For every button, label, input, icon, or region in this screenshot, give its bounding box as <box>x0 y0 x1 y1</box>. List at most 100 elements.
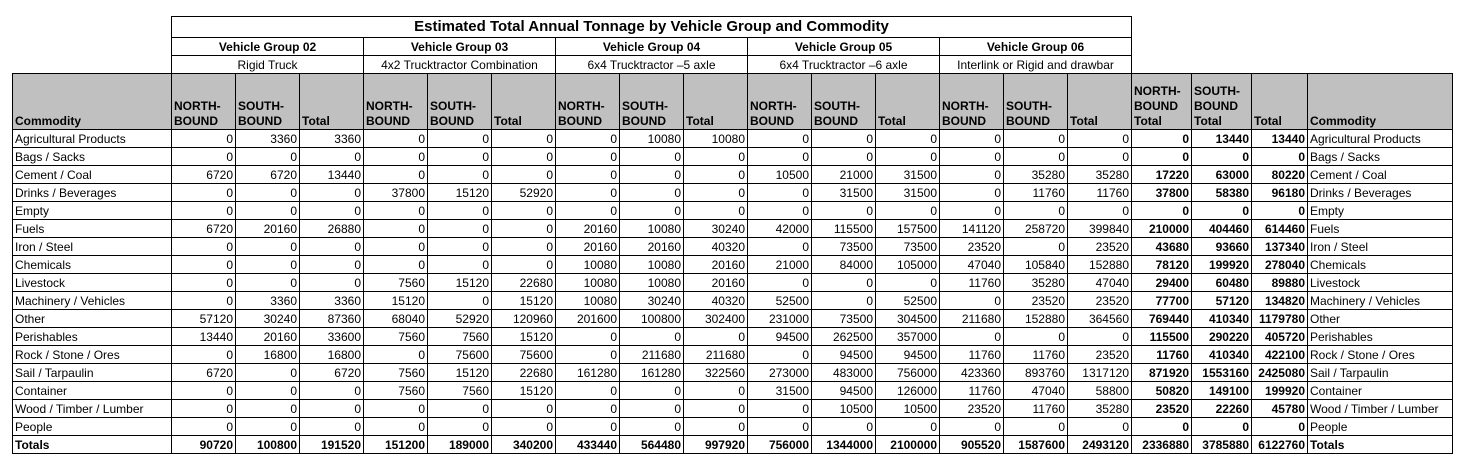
value-cell: 75600 <box>427 345 492 364</box>
value-cell: 93660 <box>1191 237 1252 256</box>
value-cell: 96180 <box>1251 183 1308 202</box>
commodity-right-cell: Rock / Stone / Ores <box>1307 345 1453 364</box>
value-cell: 22260 <box>1191 399 1252 418</box>
value-cell: 0 <box>1131 129 1192 148</box>
value-cell: 23520 <box>1003 291 1068 310</box>
value-cell: 35280 <box>1067 399 1132 418</box>
value-cell: 1317120 <box>1067 363 1132 382</box>
total-value-cell: 2493120 <box>1067 435 1132 454</box>
value-cell: 52500 <box>875 291 940 310</box>
value-cell: 0 <box>875 273 940 292</box>
value-cell: 0 <box>363 129 428 148</box>
commodity-cell: Sail / Tarpaulin <box>12 363 172 382</box>
value-cell: 258720 <box>1003 219 1068 238</box>
vg04-total-header: Total <box>683 73 748 130</box>
value-cell: 201600 <box>555 309 620 328</box>
value-cell: 23520 <box>1067 345 1132 364</box>
value-cell: 0 <box>939 417 1004 436</box>
commodity-cell: Container <box>12 381 172 400</box>
value-cell: 0 <box>171 399 236 418</box>
value-cell: 483000 <box>811 363 876 382</box>
value-cell: 0 <box>171 183 236 202</box>
value-cell: 0 <box>1131 201 1192 220</box>
value-cell: 30240 <box>235 309 300 328</box>
value-cell: 0 <box>939 165 1004 184</box>
value-cell: 0 <box>171 237 236 256</box>
value-cell: 302400 <box>683 309 748 328</box>
value-cell: 0 <box>939 327 1004 346</box>
value-cell: 15120 <box>427 363 492 382</box>
value-cell: 0 <box>299 399 364 418</box>
value-cell: 0 <box>299 147 364 166</box>
total-value-cell: 1587600 <box>1003 435 1068 454</box>
value-cell: 35280 <box>1003 165 1068 184</box>
value-cell: 0 <box>171 255 236 274</box>
table-row: Iron / Steel 0 0 0 0 0 0 20160 20160 40320 0 73500 7… <box>12 237 1453 256</box>
value-cell: 322560 <box>683 363 748 382</box>
value-cell: 0 <box>1003 237 1068 256</box>
value-cell: 7560 <box>363 381 428 400</box>
value-cell: 0 <box>1251 417 1308 436</box>
value-cell: 0 <box>235 201 300 220</box>
value-cell: 52920 <box>491 183 556 202</box>
value-cell: 893760 <box>1003 363 1068 382</box>
commodity-cell: Livestock <box>12 273 172 292</box>
value-cell: 0 <box>1067 147 1132 166</box>
value-cell: 0 <box>747 237 812 256</box>
value-cell: 58380 <box>1191 183 1252 202</box>
value-cell: 7560 <box>363 327 428 346</box>
commodity-right-cell: Empty <box>1307 201 1453 220</box>
value-cell: 40320 <box>683 291 748 310</box>
value-cell: 0 <box>1067 129 1132 148</box>
table-row: Other 57120 30240 87360 68040 52920 120960 2016… <box>12 309 1453 328</box>
value-cell: 0 <box>619 201 684 220</box>
value-cell: 10080 <box>555 273 620 292</box>
value-cell: 0 <box>363 399 428 418</box>
value-cell: 0 <box>427 237 492 256</box>
value-cell: 161280 <box>555 363 620 382</box>
value-cell: 1553160 <box>1191 363 1252 382</box>
value-cell: 0 <box>491 399 556 418</box>
value-cell: 614460 <box>1251 219 1308 238</box>
commodity-header: Commodity <box>12 73 172 130</box>
table-row: Rock / Stone / Ores 0 16800 16800 0 75600 7560… <box>12 345 1453 364</box>
value-cell: 2425080 <box>1251 363 1308 382</box>
value-cell: 0 <box>363 255 428 274</box>
value-cell: 23520 <box>1067 237 1132 256</box>
value-cell: 20160 <box>235 219 300 238</box>
value-cell: 13440 <box>171 327 236 346</box>
value-cell: 410340 <box>1191 345 1252 364</box>
value-cell: 115500 <box>1131 327 1192 346</box>
value-cell: 0 <box>875 129 940 148</box>
value-cell: 0 <box>747 273 812 292</box>
value-cell: 0 <box>1003 147 1068 166</box>
table-row: Wood / Timber / Lumber 0 0 0 0 0 0 0 0 0 0 10500 105… <box>12 399 1453 418</box>
total-value-cell: 997920 <box>683 435 748 454</box>
value-cell: 0 <box>1067 327 1132 346</box>
value-cell: 0 <box>171 381 236 400</box>
value-cell: 29400 <box>1131 273 1192 292</box>
commodity-cell: Perishables <box>12 327 172 346</box>
vehicle-group-06-desc: Interlink or Rigid and drawbar <box>939 55 1132 74</box>
value-cell: 10500 <box>747 165 812 184</box>
value-cell: 0 <box>683 327 748 346</box>
value-cell: 0 <box>1067 201 1132 220</box>
value-cell: 0 <box>555 183 620 202</box>
value-cell: 199920 <box>1191 255 1252 274</box>
value-cell: 100800 <box>619 309 684 328</box>
value-cell: 20160 <box>235 327 300 346</box>
value-cell: 0 <box>171 345 236 364</box>
commodity-right-cell: Cement / Coal <box>1307 165 1453 184</box>
value-cell: 3360 <box>235 291 300 310</box>
value-cell: 20160 <box>683 273 748 292</box>
value-cell: 6720 <box>299 363 364 382</box>
value-cell: 0 <box>619 417 684 436</box>
value-cell: 31500 <box>875 183 940 202</box>
commodity-right-cell: Wood / Timber / Lumber <box>1307 399 1453 418</box>
value-cell: 0 <box>939 147 1004 166</box>
value-cell: 10080 <box>555 291 620 310</box>
value-cell: 0 <box>171 291 236 310</box>
value-cell: 278040 <box>1251 255 1308 274</box>
commodity-cell: Cement / Coal <box>12 165 172 184</box>
value-cell: 0 <box>747 201 812 220</box>
